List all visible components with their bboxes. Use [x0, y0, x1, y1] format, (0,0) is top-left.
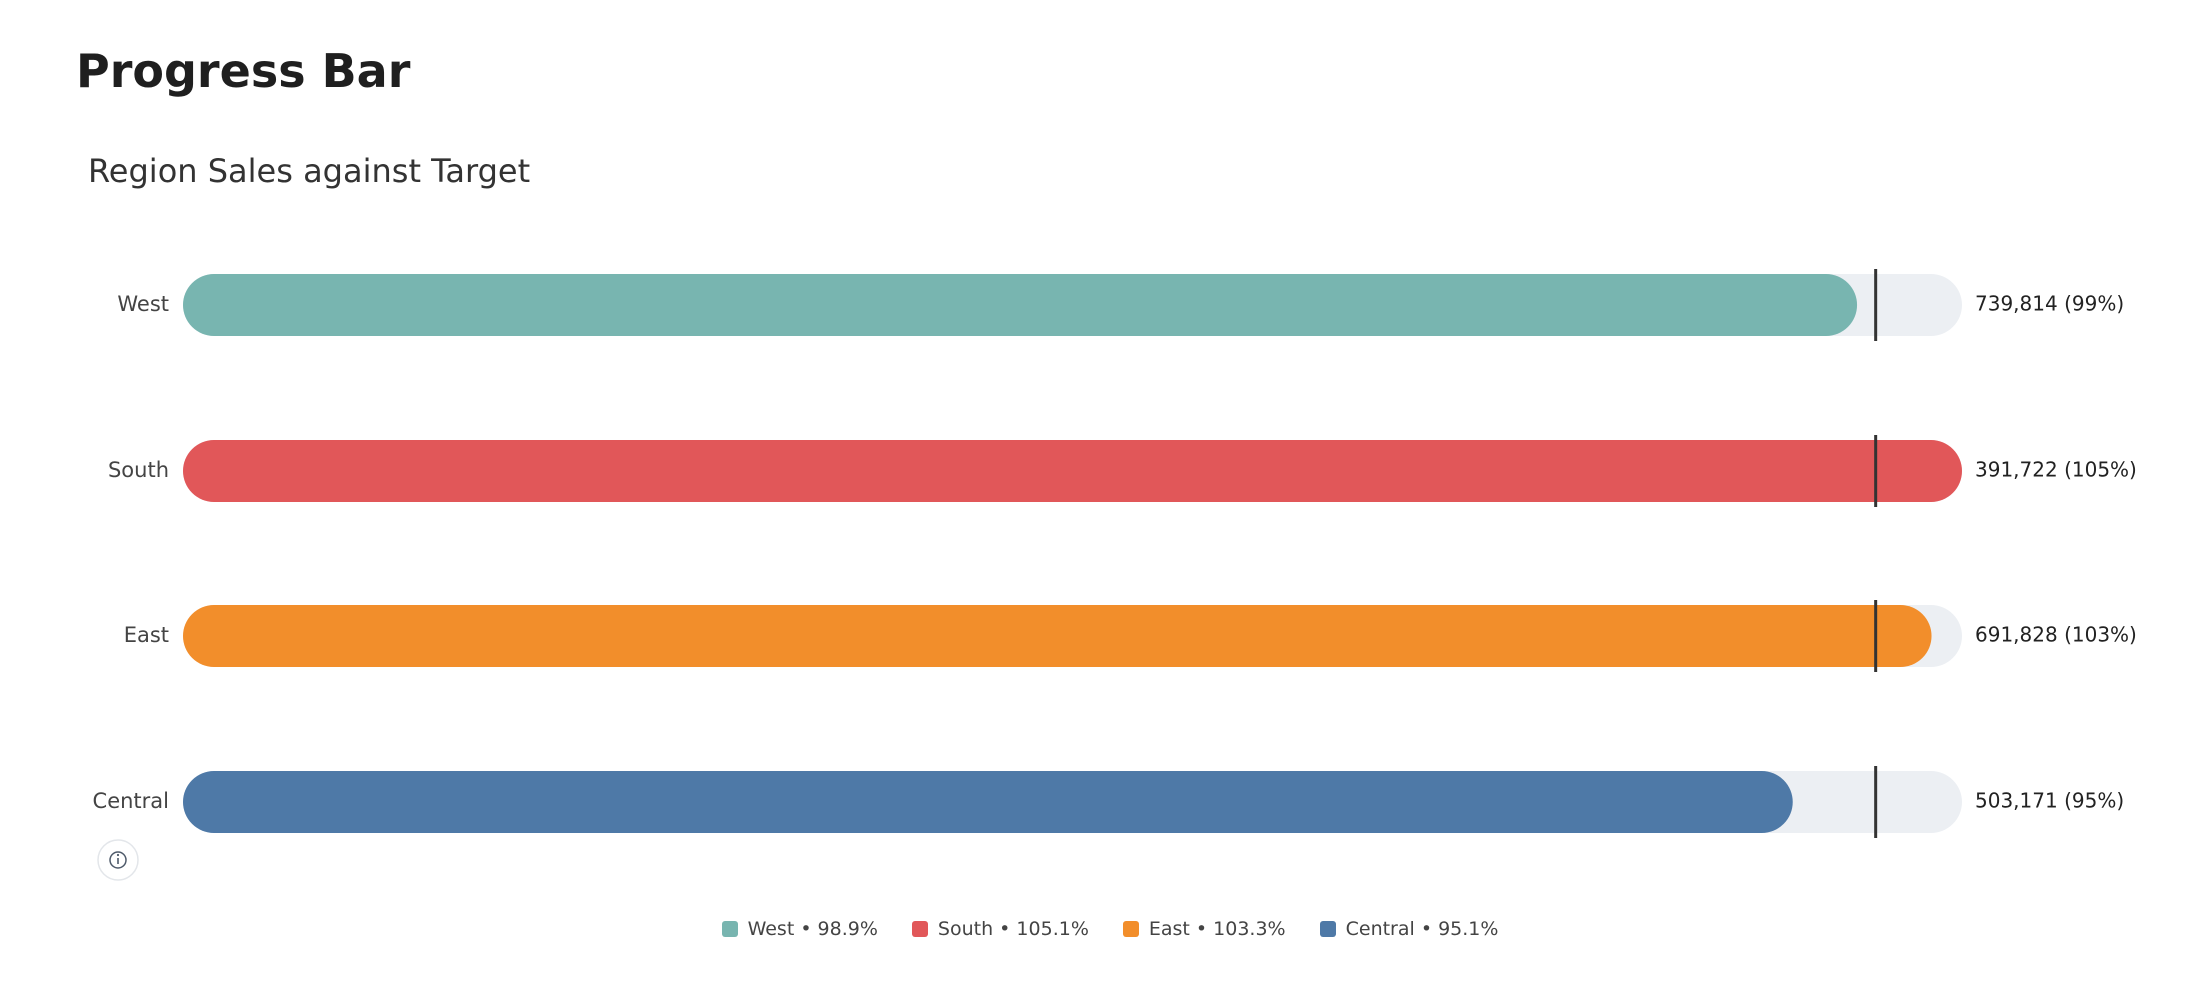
legend-item: West • 98.9%	[721, 918, 878, 940]
category-label: East	[124, 623, 169, 647]
chart-title: Region Sales against Target	[88, 152, 530, 190]
legend-swatch	[721, 921, 738, 937]
value-label: 691,828 (103%)	[1975, 623, 2137, 647]
legend-label: East • 103.3%	[1148, 918, 1286, 940]
legend-item: South • 105.1%	[911, 918, 1089, 940]
bar	[183, 771, 1793, 833]
value-label: 503,171 (95%)	[1975, 789, 2124, 813]
bar	[183, 274, 1858, 336]
category-label: Central	[93, 789, 169, 813]
legend-swatch	[1122, 921, 1139, 937]
legend-label: Central • 95.1%	[1345, 918, 1499, 940]
legend-label: West • 98.9%	[747, 918, 878, 940]
bar	[183, 440, 1962, 502]
info-icon[interactable]	[97, 839, 139, 881]
category-label: South	[108, 458, 169, 482]
value-label: 739,814 (99%)	[1975, 292, 2124, 316]
legend-item: Central • 95.1%	[1319, 918, 1499, 940]
page-title: Progress Bar	[76, 44, 411, 98]
value-label: 391,722 (105%)	[1975, 458, 2137, 482]
legend-swatch	[911, 921, 928, 937]
legend-label: South • 105.1%	[937, 918, 1089, 940]
legend-swatch	[1319, 921, 1336, 937]
legend: West • 98.9% South • 105.1% East • 103.3% C…	[0, 918, 2200, 940]
bar	[183, 605, 1932, 667]
category-label: West	[117, 292, 169, 316]
legend-item: East • 103.3%	[1122, 918, 1286, 940]
